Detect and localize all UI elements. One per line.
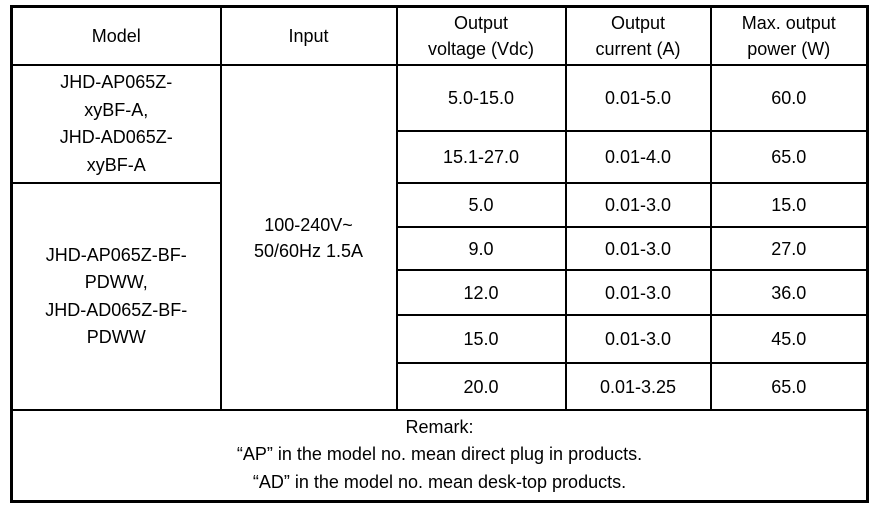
current-cell: 0.01-3.25 [564,362,712,412]
table-row: 15.0 0.01-3.0 45.0 [12,314,869,365]
voltage-cell: 12.0 [395,269,567,317]
current-cell: 0.01-4.0 [564,130,712,185]
header-output-current: Output current (A) [564,5,712,67]
voltage-cell: 9.0 [395,226,567,272]
table-row: 15.1-27.0 0.01-4.0 65.0 [12,130,869,185]
table-row: 12.0 0.01-3.0 36.0 [12,269,869,317]
voltage-cell: 20.0 [395,362,567,412]
remark-row: Remark: “AP” in the model no. mean direc… [10,409,869,503]
remark-cell: Remark: “AP” in the model no. mean direc… [10,409,869,503]
input-cell: 100-240V~ 50/60Hz 1.5A [219,64,398,412]
power-cell: 27.0 [709,226,869,272]
header-output-voltage: Output voltage (Vdc) [395,5,567,67]
table-row: 20.0 0.01-3.25 65.0 [12,362,869,412]
voltage-cell: 5.0 [395,182,567,229]
power-cell: 45.0 [709,314,869,365]
power-cell: 36.0 [709,269,869,317]
current-cell: 0.01-3.0 [564,314,712,365]
voltage-cell: 15.0 [395,314,567,365]
spec-table: Model Input Output voltage (Vdc) Output … [10,5,869,503]
table-row: JHD-AP065Z-BF- PDWW, JHD-AD065Z-BF- PDWW… [10,182,869,412]
power-cell: 15.0 [709,182,869,229]
table-row: JHD-AP065Z- xyBF-A, JHD-AD065Z- xyBF-A 1… [10,64,869,412]
current-cell: 0.01-3.0 [564,182,712,229]
voltage-cell: 5.0-15.0 [395,64,567,133]
current-cell: 0.01-3.0 [564,226,712,272]
header-input: Input [219,5,398,67]
remark-line-ap: “AP” in the model no. mean direct plug i… [236,444,643,465]
power-cell: 65.0 [709,130,869,185]
power-cell: 65.0 [709,362,869,412]
header-model: Model [10,5,222,67]
current-cell: 0.01-3.0 [564,269,712,317]
model-cell-group1: JHD-AP065Z- xyBF-A, JHD-AD065Z- xyBF-A [10,64,222,185]
current-cell: 0.01-5.0 [564,64,712,133]
voltage-cell: 15.1-27.0 [395,130,567,185]
table-header-row: Model Input Output voltage (Vdc) Output … [10,5,869,67]
header-max-output-power: Max. output power (W) [709,5,869,67]
table-row: 9.0 0.01-3.0 27.0 [12,226,869,272]
remark-line-ad: “AD” in the model no. mean desk-top prod… [252,472,627,493]
power-cell: 60.0 [709,64,869,133]
model-cell-group2: JHD-AP065Z-BF- PDWW, JHD-AD065Z-BF- PDWW [10,182,222,412]
remark-title: Remark: [405,416,474,437]
